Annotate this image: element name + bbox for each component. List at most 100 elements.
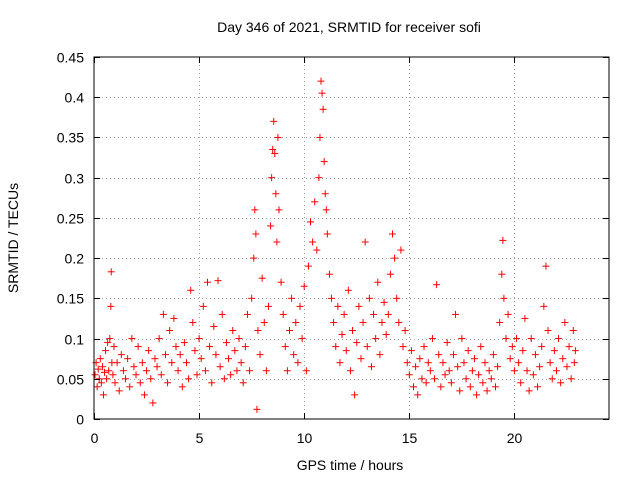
data-point bbox=[449, 351, 457, 359]
data-point bbox=[494, 363, 502, 371]
data-point bbox=[229, 327, 237, 335]
data-point bbox=[319, 105, 327, 113]
data-point bbox=[540, 302, 548, 310]
data-point bbox=[102, 347, 110, 355]
data-point bbox=[498, 270, 506, 278]
data-point bbox=[405, 371, 413, 379]
data-point bbox=[252, 230, 260, 238]
data-point bbox=[407, 347, 415, 355]
data-point bbox=[384, 310, 392, 318]
data-point bbox=[176, 351, 184, 359]
data-point bbox=[316, 133, 324, 141]
data-point bbox=[403, 359, 411, 367]
data-point bbox=[218, 310, 226, 318]
data-point bbox=[557, 379, 565, 387]
data-point bbox=[439, 359, 447, 367]
y-tick-label: 0.2 bbox=[65, 251, 85, 267]
data-point bbox=[147, 375, 155, 383]
data-point bbox=[372, 335, 380, 343]
data-point bbox=[464, 347, 472, 355]
data-point bbox=[161, 351, 169, 359]
data-point bbox=[138, 359, 146, 367]
data-point bbox=[105, 367, 113, 375]
data-point bbox=[157, 371, 165, 379]
data-point bbox=[317, 77, 325, 85]
data-point bbox=[99, 391, 107, 399]
data-point bbox=[399, 343, 407, 351]
data-point bbox=[546, 359, 554, 367]
data-point bbox=[395, 318, 403, 326]
data-point bbox=[422, 379, 430, 387]
data-point bbox=[565, 343, 573, 351]
data-point bbox=[225, 355, 233, 363]
y-tick-label: 0.25 bbox=[57, 211, 84, 227]
x-tick-label: 15 bbox=[402, 430, 418, 446]
data-point bbox=[267, 222, 275, 230]
data-point bbox=[143, 367, 151, 375]
data-point bbox=[140, 391, 148, 399]
data-point bbox=[288, 294, 296, 302]
data-point bbox=[561, 318, 569, 326]
data-point bbox=[462, 375, 470, 383]
data-point bbox=[272, 190, 280, 198]
data-point bbox=[513, 335, 521, 343]
data-point bbox=[370, 310, 378, 318]
data-point bbox=[458, 335, 466, 343]
x-tick-label: 0 bbox=[91, 430, 99, 446]
axis-ticks bbox=[94, 57, 609, 420]
data-point bbox=[277, 278, 285, 286]
data-point bbox=[380, 298, 388, 306]
data-point bbox=[204, 278, 212, 286]
tick-labels: 0 0.05 0.1 0.15 0.2 0.25 0.3 0.35 0.4 0.45 0 5 10 15 2… bbox=[57, 50, 523, 447]
data-point bbox=[378, 318, 386, 326]
data-point bbox=[187, 286, 195, 294]
data-point bbox=[300, 282, 308, 290]
data-point bbox=[189, 318, 197, 326]
data-point bbox=[437, 383, 445, 391]
data-point bbox=[529, 371, 537, 379]
data-point bbox=[113, 359, 121, 367]
data-point bbox=[145, 347, 153, 355]
data-point bbox=[508, 343, 516, 351]
data-point bbox=[227, 371, 235, 379]
data-point bbox=[94, 365, 102, 373]
data-point bbox=[452, 310, 460, 318]
data-point bbox=[525, 387, 533, 395]
data-point bbox=[534, 383, 542, 391]
data-point bbox=[115, 387, 123, 395]
data-point bbox=[376, 351, 384, 359]
data-point bbox=[246, 367, 254, 375]
data-point bbox=[315, 174, 323, 182]
data-point bbox=[320, 158, 328, 166]
data-point bbox=[290, 351, 298, 359]
data-point bbox=[294, 359, 302, 367]
data-point bbox=[254, 327, 262, 335]
data-point bbox=[212, 351, 220, 359]
data-point bbox=[130, 363, 138, 371]
data-point bbox=[128, 335, 136, 343]
data-point bbox=[361, 238, 369, 246]
data-point bbox=[466, 383, 474, 391]
data-point bbox=[323, 230, 331, 238]
data-point bbox=[279, 310, 287, 318]
data-point bbox=[559, 355, 567, 363]
data-point bbox=[382, 331, 390, 339]
data-point bbox=[260, 318, 268, 326]
data-point bbox=[483, 387, 491, 395]
data-point bbox=[241, 343, 249, 351]
y-axis-label: SRMTID / TECUs bbox=[5, 183, 21, 293]
data-point bbox=[318, 89, 326, 97]
data-point bbox=[433, 281, 441, 289]
data-point bbox=[401, 327, 409, 335]
data-point bbox=[431, 375, 439, 383]
data-point bbox=[552, 367, 560, 375]
data-point bbox=[473, 391, 481, 399]
data-point bbox=[481, 359, 489, 367]
data-point bbox=[353, 339, 361, 347]
data-point bbox=[428, 335, 436, 343]
data-point bbox=[149, 399, 157, 407]
data-point bbox=[328, 294, 336, 302]
data-point bbox=[93, 383, 101, 391]
data-point bbox=[106, 335, 114, 343]
